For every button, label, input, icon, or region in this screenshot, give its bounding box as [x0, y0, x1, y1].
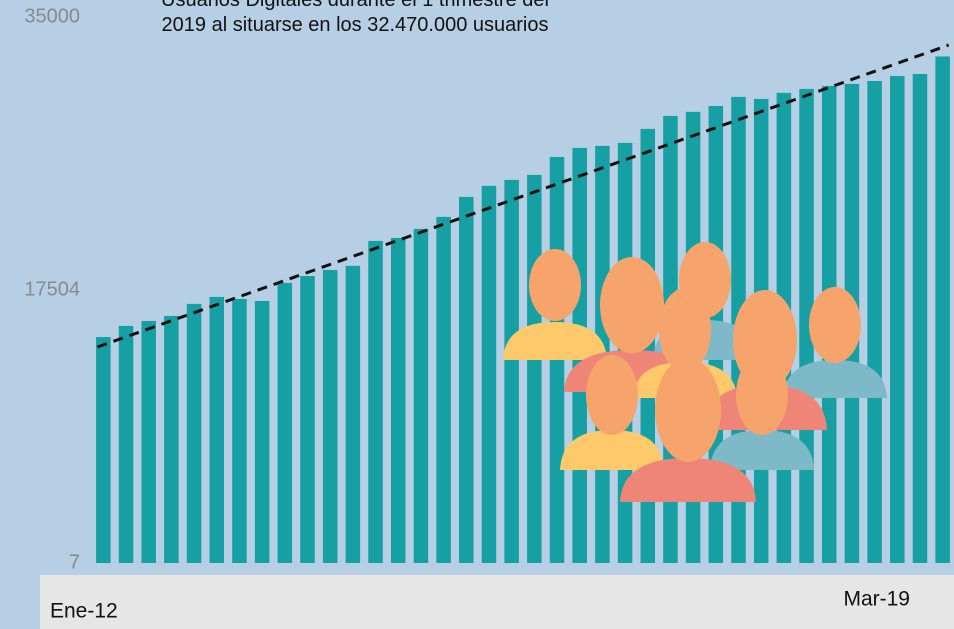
- chart-page: 7 17504 35000 Ene-12 Mar-19 Usuarios Digital…: [0, 0, 954, 629]
- bar: [187, 304, 202, 563]
- bar: [527, 175, 542, 563]
- bar: [459, 197, 474, 563]
- bar: [323, 270, 338, 563]
- bar: [890, 76, 905, 563]
- bar: [232, 299, 247, 563]
- bar: [346, 266, 361, 563]
- bar: [504, 180, 519, 563]
- bar: [300, 276, 315, 563]
- x-tick-label: Ene-12: [50, 600, 118, 623]
- y-tick-label: 7: [69, 551, 80, 573]
- bar: [935, 56, 950, 563]
- bar: [391, 238, 406, 563]
- x-tick-label: Mar-19: [843, 588, 910, 611]
- bar: [436, 217, 451, 563]
- bar: [482, 186, 497, 563]
- category-band: [40, 575, 954, 629]
- bar: [164, 316, 179, 563]
- chart: 7 17504 35000 Ene-12 Mar-19: [0, 0, 954, 629]
- annotation: Usuarios Digitales durante el 1 trimestr…: [150, 0, 560, 38]
- bar: [119, 326, 134, 563]
- bar: [278, 283, 293, 563]
- bar: [141, 321, 156, 563]
- bar: [867, 81, 882, 563]
- bar: [96, 337, 111, 563]
- bar: [913, 74, 928, 563]
- y-tick-label: 35000: [24, 5, 80, 27]
- bar: [255, 301, 270, 563]
- bar: [210, 297, 225, 563]
- y-tick-label: 17504: [24, 278, 80, 300]
- bar: [414, 229, 429, 563]
- bar: [368, 241, 383, 563]
